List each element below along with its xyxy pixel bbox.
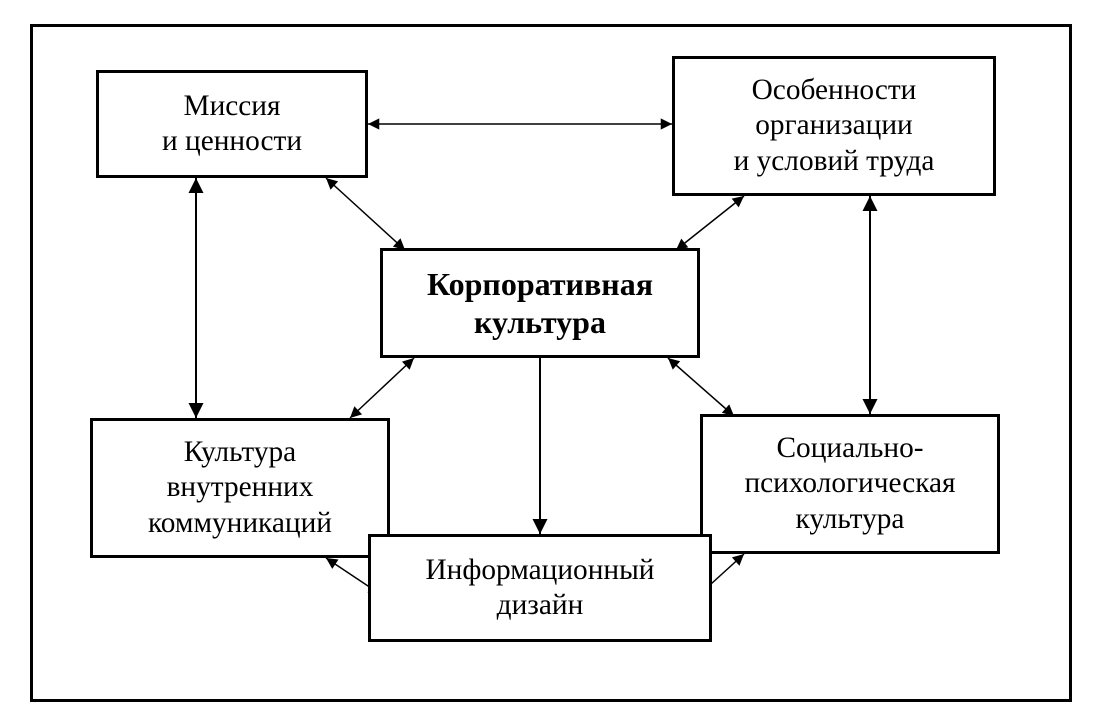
node-label: Миссия и ценности [162,89,302,159]
node-label: Культура внутренних коммуникаций [148,435,332,541]
node-social-psychological: Социально- психологическая культура [700,414,1000,554]
node-organization-conditions: Особенности организации и условий труда [672,56,996,196]
diagram-stage: Корпоративная культура Миссия и ценности… [0,0,1102,726]
node-internal-communications: Культура внутренних коммуникаций [90,418,390,558]
node-label: Особенности организации и условий труда [734,73,935,179]
node-label: Информационный дизайн [426,553,655,623]
node-information-design: Информационный дизайн [368,534,712,642]
node-mission-values: Миссия и ценности [96,70,368,178]
node-label: Социально- психологическая культура [744,431,955,537]
node-corporate-culture: Корпоративная культура [380,248,700,358]
node-label: Корпоративная культура [427,265,653,342]
